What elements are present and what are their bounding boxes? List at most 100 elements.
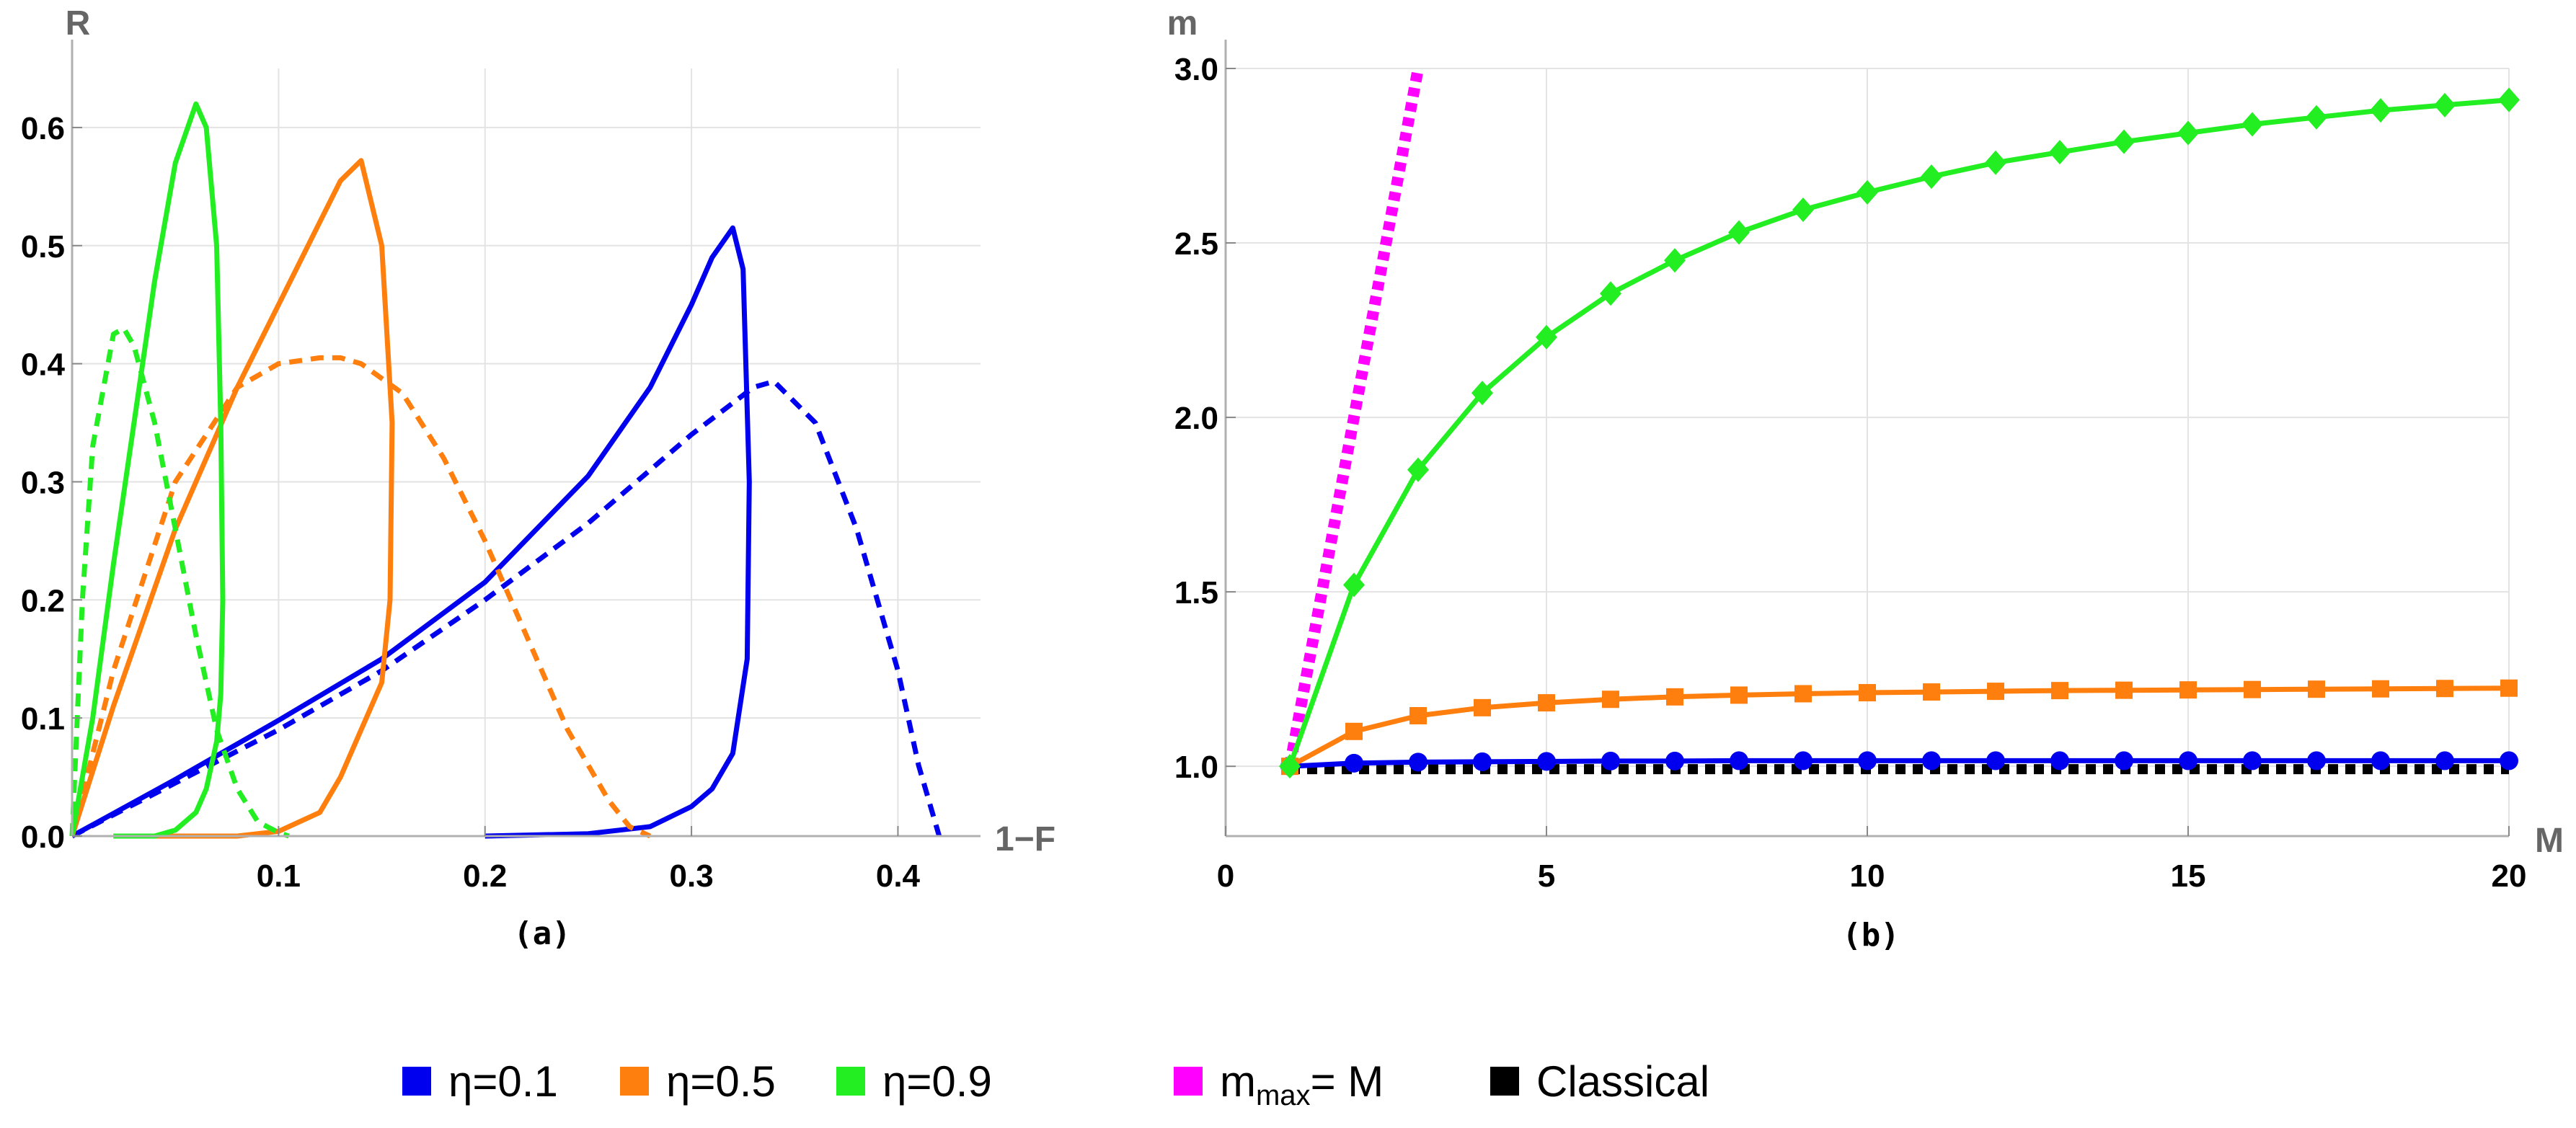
- series-line-0-9-solid: [69, 101, 226, 839]
- marker-0-9: [1792, 197, 1814, 223]
- legend-label-mmax-sub: max: [1256, 1080, 1311, 1111]
- x-tick-label: 15: [2171, 858, 2206, 894]
- marker-0-9: [1664, 248, 1686, 273]
- y-tick-label: 1.5: [1174, 575, 1218, 610]
- panel-b: 0 5 10 15 20 1.0 1.5 2.0 2.5 3.0 m M (b): [1167, 4, 2564, 954]
- marker-0-9: [1921, 164, 1942, 190]
- series-line-0-5: [1288, 685, 2510, 769]
- y-tick-label: 0.2: [21, 583, 65, 618]
- marker-0-9: [2113, 129, 2135, 154]
- marker-0-5: [1602, 690, 1619, 709]
- marker-0-5: [2244, 680, 2261, 698]
- legend-item-classical: Classical: [1490, 1057, 1709, 1106]
- legend-swatch-eta-0-1: [402, 1067, 431, 1096]
- marker-0-9: [2434, 92, 2456, 117]
- x-tick-label: 0.3: [670, 858, 714, 894]
- legend: η=0.1 η=0.5 η=0.9 mmax= M Classical: [402, 1057, 1709, 1111]
- x-tick-label: 0: [1217, 858, 1234, 894]
- y-tick-label: 3.0: [1174, 52, 1218, 87]
- legend-swatch-eta-0-9: [836, 1067, 865, 1096]
- marker-0-1: [2243, 751, 2262, 770]
- marker-0-1: [1730, 751, 1748, 770]
- panel-b-caption: (b): [1842, 917, 1899, 954]
- marker-0-1: [1345, 753, 1363, 773]
- legend-item-eta-0-1: η=0.1: [402, 1057, 558, 1106]
- marker-0-1: [1858, 751, 1877, 770]
- panel-b-x-axis-label: M: [2535, 822, 2564, 860]
- panel-b-y-axis-label: m: [1167, 4, 1198, 43]
- legend-label-eta-0-1: η=0.1: [448, 1057, 558, 1106]
- marker-0-9: [2498, 87, 2520, 112]
- legend-label-mmax-rest: = M: [1311, 1057, 1384, 1106]
- marker-0-5: [2051, 682, 2068, 700]
- series-line-0-5-dashed: [69, 355, 652, 839]
- panel-b-series: [1279, 67, 2520, 779]
- x-tick-label: 0.2: [463, 858, 507, 894]
- marker-0-5: [1474, 698, 1491, 716]
- marker-0-9: [2370, 98, 2391, 123]
- marker-0-5: [2308, 680, 2325, 698]
- marker-0-5: [1730, 686, 1748, 704]
- legend-label-mmax: mmax= M: [1220, 1057, 1384, 1111]
- panel-a-y-axis-label: R: [66, 4, 91, 43]
- panel-a-series: [69, 101, 942, 839]
- marker-0-5: [1538, 694, 1555, 712]
- marker-0-5: [1666, 688, 1683, 706]
- marker-0-1: [2371, 751, 2390, 770]
- marker-0-9: [1279, 754, 1301, 779]
- marker-0-5: [2436, 680, 2453, 698]
- series-line-0-1-dashed: [71, 378, 942, 839]
- marker-0-1: [2500, 751, 2518, 770]
- y-tick-label: 0.4: [21, 347, 66, 383]
- legend-label-mmax-base: m: [1220, 1057, 1256, 1106]
- y-tick-label: 2.0: [1174, 401, 1218, 436]
- x-tick-label: 0.1: [257, 858, 301, 894]
- y-tick-label: 0.6: [21, 111, 65, 146]
- legend-swatch-eta-0-5: [620, 1067, 649, 1096]
- marker-0-1: [1601, 751, 1620, 770]
- marker-0-9: [1600, 281, 1621, 306]
- marker-0-9: [1985, 150, 2006, 175]
- marker-0-1: [1409, 752, 1428, 772]
- y-tick-label: 2.5: [1174, 226, 1218, 262]
- series-line-0-9: [1287, 97, 2510, 768]
- marker-0-9: [2241, 112, 2263, 137]
- panel-a: 0.1 0.2 0.3 0.4 0.0 0.1 0.2 0.3 0.4 0.5 0.6 R 1−F…: [21, 4, 1055, 952]
- panel-a-y-ticks: 0.0 0.1 0.2 0.3 0.4 0.5 0.6: [21, 111, 66, 855]
- panel-a-x-axis-label: 1−F: [995, 820, 1055, 858]
- marker-0-1: [2115, 751, 2133, 770]
- marker-0-1: [2050, 751, 2069, 770]
- marker-0-1: [2307, 751, 2326, 770]
- series-line-0-9-dashed: [69, 326, 290, 839]
- marker-0-1: [2435, 751, 2454, 770]
- marker-0-5: [1923, 683, 1940, 701]
- marker-0-1: [1537, 752, 1556, 771]
- marker-0-9: [1728, 220, 1750, 245]
- y-tick-label: 1.0: [1174, 750, 1218, 785]
- panel-b-axes: [1224, 40, 2510, 838]
- legend-item-eta-0-5: η=0.5: [620, 1057, 776, 1106]
- panel-a-axes: [71, 40, 981, 838]
- y-tick-label: 0.3: [21, 465, 65, 500]
- marker-0-9: [1536, 324, 1557, 350]
- marker-0-9: [1343, 572, 1365, 598]
- legend-label-eta-0-5: η=0.5: [666, 1057, 776, 1106]
- legend-item-mmax: mmax= M: [1174, 1057, 1384, 1111]
- marker-0-5: [2500, 679, 2518, 697]
- legend-item-eta-0-9: η=0.9: [836, 1057, 992, 1106]
- legend-label-classical: Classical: [1536, 1057, 1709, 1106]
- legend-swatch-classical: [1490, 1067, 1519, 1096]
- marker-0-9: [2049, 140, 2071, 165]
- y-tick-label: 0.1: [21, 701, 65, 737]
- marker-0-5: [1859, 684, 1876, 702]
- panel-a-caption: (a): [513, 915, 570, 952]
- marker-0-1: [1665, 751, 1684, 770]
- legend-label-eta-0-9: η=0.9: [882, 1057, 992, 1106]
- marker-0-9: [1407, 457, 1429, 482]
- marker-0-1: [1473, 752, 1492, 771]
- marker-0-5: [2372, 680, 2389, 698]
- marker-0-1: [1922, 751, 1941, 770]
- marker-0-5: [1345, 722, 1363, 740]
- panel-b-x-ticks: 0 5 10 15 20: [1217, 858, 2527, 894]
